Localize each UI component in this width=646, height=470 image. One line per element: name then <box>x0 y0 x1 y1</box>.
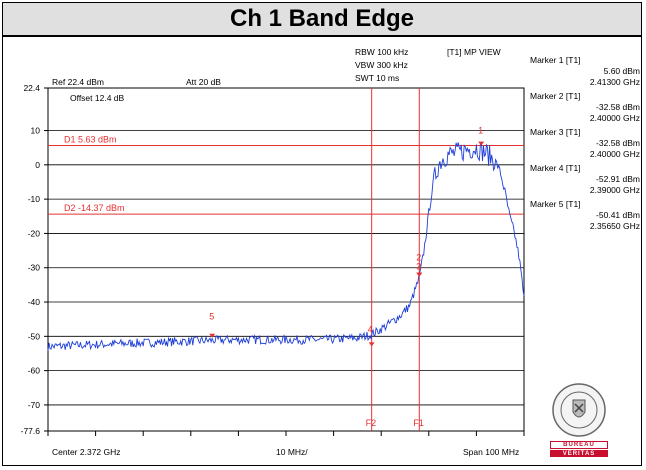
division-label: 10 MHz/ <box>276 447 308 457</box>
attenuation-label: Att 20 dB <box>186 77 221 87</box>
marker-2-label: 2 <box>416 253 421 263</box>
logo-veritas-band: VERITAS <box>550 450 608 457</box>
marker-4-title: Marker 4 [T1] <box>530 163 581 173</box>
marker-4-frequency: 2.39000 GHz <box>589 185 640 195</box>
vbw-label: VBW 300 kHz <box>355 60 408 70</box>
marker-5-level: -50.41 dBm <box>596 210 640 220</box>
y-tick-label: -70 <box>28 400 41 410</box>
y-tick-label: 22.4 <box>23 83 40 93</box>
y-tick-label: 0 <box>35 160 40 170</box>
view-mode-label: [T1] MP VIEW <box>447 47 501 57</box>
sweep-time-label: SWT 10 ms <box>355 73 400 83</box>
span-label: Span 100 MHz <box>463 447 520 457</box>
marker-5-symbol <box>209 333 216 338</box>
marker-1-symbol <box>478 141 485 146</box>
marker-4-level: -52.91 dBm <box>596 174 640 184</box>
marker-5-frequency: 2.35650 GHz <box>589 221 640 231</box>
chart-title: Ch 1 Band Edge <box>229 5 415 32</box>
marker-5-label: 5 <box>209 312 214 322</box>
title-bar: Ch 1 Band Edge <box>3 3 641 37</box>
bureau-veritas-seal-logo <box>552 383 606 437</box>
y-tick-label: -60 <box>28 366 41 376</box>
marker-1-frequency: 2.41300 GHz <box>589 77 640 87</box>
marker-2-level: -32.58 dBm <box>596 102 640 112</box>
logo-bureau-band: BUREAU <box>550 441 608 449</box>
marker-2-frequency: 2.40000 GHz <box>589 113 640 123</box>
marker-4-label: 4 <box>368 324 373 334</box>
y-tick-label: -40 <box>28 297 41 307</box>
frequency-line-label: F1 <box>413 418 424 428</box>
marker-3-level: -32.58 dBm <box>596 138 640 148</box>
offset-label: Offset 12.4 dB <box>70 93 125 103</box>
y-tick-label: -10 <box>28 194 41 204</box>
center-frequency-label: Center 2.372 GHz <box>52 447 121 457</box>
marker-3-title: Marker 3 [T1] <box>530 127 581 137</box>
marker-4-symbol <box>368 342 375 347</box>
marker-3-frequency: 2.40000 GHz <box>589 149 640 159</box>
marker-1-label: 1 <box>478 126 483 136</box>
y-tick-label: -30 <box>28 263 41 273</box>
spectrum-trace <box>47 141 525 352</box>
display-line-label: D2 -14.37 dBm <box>64 203 125 213</box>
marker-2-title: Marker 2 [T1] <box>530 91 581 101</box>
y-tick-label: 10 <box>31 126 41 136</box>
marker-1-title: Marker 1 [T1] <box>530 55 581 65</box>
y-tick-label: -77.6 <box>21 426 41 436</box>
marker-1-level: 5.60 dBm <box>603 66 640 76</box>
y-tick-label: -20 <box>28 228 41 238</box>
marker-5-title: Marker 5 [T1] <box>530 199 581 209</box>
plot-area-border <box>47 87 525 432</box>
frequency-line-label: F2 <box>366 418 377 428</box>
marker-3-label: 3 <box>416 262 421 272</box>
y-tick-label: -50 <box>28 331 41 341</box>
rbw-label: RBW 100 kHz <box>355 47 409 57</box>
marker-3-symbol <box>416 272 423 277</box>
display-line-label: D1 5.63 dBm <box>64 135 117 145</box>
ref-level-label: Ref 22.4 dBm <box>52 77 104 87</box>
instrument-frame <box>2 2 642 466</box>
